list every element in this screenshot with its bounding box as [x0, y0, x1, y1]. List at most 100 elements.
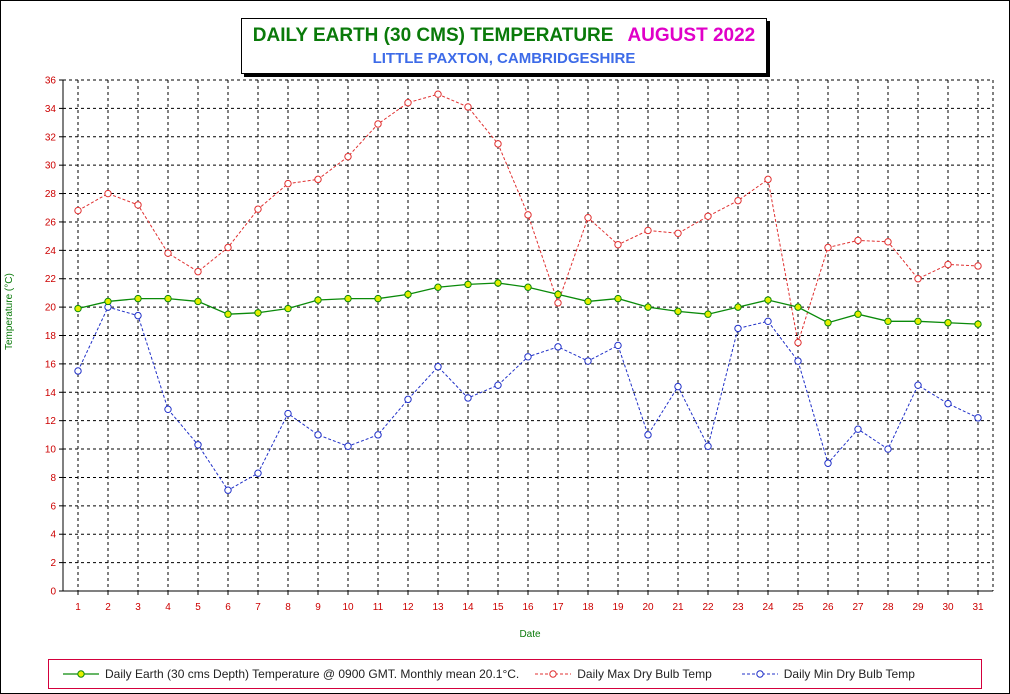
- y-tick-label: 18: [45, 331, 57, 342]
- series-lines: [74, 90, 982, 494]
- data-point-min: [344, 442, 352, 450]
- y-tick-label: 24: [45, 246, 57, 257]
- y-tick-label: 30: [45, 161, 57, 172]
- data-point-earth: [674, 307, 682, 316]
- data-point-earth: [944, 319, 952, 327]
- x-tick-label: 19: [612, 602, 624, 613]
- data-point-earth: [644, 303, 652, 311]
- data-point-min: [794, 357, 802, 365]
- x-tick-label: 11: [373, 602, 384, 613]
- data-point-earth: [254, 309, 262, 317]
- data-point-min: [914, 381, 922, 389]
- grid: [63, 79, 994, 591]
- legend-min-swatch-icon: [741, 670, 778, 678]
- data-point-max: [374, 120, 382, 128]
- data-point-min: [284, 409, 292, 418]
- data-point-max: [314, 175, 322, 184]
- x-tick-label: 31: [972, 602, 984, 613]
- data-point-earth: [134, 294, 142, 303]
- data-point-max: [434, 90, 442, 98]
- data-point-max: [494, 140, 502, 148]
- data-point-earth: [104, 297, 112, 306]
- data-point-earth: [884, 317, 892, 326]
- y-tick-label: 16: [45, 359, 57, 370]
- x-tick-label: 24: [762, 602, 774, 613]
- y-tick-label: 0: [50, 587, 56, 598]
- legend-earth-swatch-icon: [63, 670, 99, 678]
- data-point-max: [404, 99, 412, 107]
- legend-item-min: Daily Min Dry Bulb Temp: [740, 667, 915, 681]
- y-tick-label: 36: [45, 76, 57, 87]
- data-point-earth: [734, 303, 742, 311]
- data-point-min: [314, 431, 322, 439]
- data-point-min: [584, 357, 592, 365]
- data-point-earth: [74, 304, 82, 313]
- data-point-min: [254, 469, 262, 477]
- data-point-max: [224, 243, 232, 252]
- x-tick-label: 10: [342, 602, 354, 613]
- data-point-earth: [914, 317, 922, 326]
- data-point-max: [704, 212, 712, 220]
- data-point-min: [824, 459, 832, 467]
- data-point-earth: [464, 280, 472, 289]
- data-point-max: [764, 175, 772, 184]
- data-point-max: [974, 262, 982, 270]
- data-point-max: [194, 267, 202, 276]
- legend-item-max: Daily Max Dry Bulb Temp: [533, 667, 712, 681]
- x-axis-label: Date: [519, 629, 541, 640]
- data-point-min: [224, 486, 232, 494]
- chart-subtitle: LITTLE PAXTON, CAMBRIDGESHIRE: [372, 50, 636, 67]
- x-tick-label: 3: [135, 602, 141, 613]
- legend-label-max: Daily Max Dry Bulb Temp: [577, 667, 712, 681]
- data-point-min: [434, 363, 442, 371]
- data-point-max: [914, 275, 922, 283]
- x-tick-label: 12: [402, 602, 414, 613]
- data-point-earth: [824, 319, 832, 327]
- data-point-max: [644, 226, 652, 235]
- data-point-max: [344, 152, 352, 161]
- data-point-earth: [194, 297, 202, 306]
- y-tick-label: 26: [45, 217, 57, 228]
- x-tick-label: 21: [672, 602, 684, 613]
- data-point-max: [854, 236, 862, 245]
- data-point-earth: [554, 290, 562, 299]
- data-point-min: [734, 324, 742, 333]
- data-point-min: [944, 399, 952, 408]
- legend: Daily Earth (30 cms Depth) Temperature @…: [48, 659, 982, 689]
- y-axis-label: Temperature (°C): [4, 273, 20, 350]
- x-tick-label: 23: [732, 602, 744, 613]
- data-point-earth: [614, 294, 622, 303]
- data-point-earth: [224, 310, 232, 318]
- data-point-min: [134, 311, 142, 320]
- y-tick-label: 34: [45, 104, 57, 115]
- data-point-earth: [314, 296, 322, 304]
- data-point-min: [674, 382, 682, 391]
- y-tick-label: 22: [45, 274, 57, 285]
- x-tick-label: 7: [255, 602, 261, 613]
- x-tick-label: 26: [822, 602, 834, 613]
- data-point-max: [284, 179, 292, 188]
- data-point-earth: [524, 283, 532, 291]
- data-point-max: [734, 196, 742, 205]
- x-tick-label: 28: [882, 602, 894, 613]
- data-point-max: [614, 240, 622, 249]
- data-point-min: [974, 414, 982, 422]
- data-point-earth: [344, 294, 352, 303]
- y-tick-label: 32: [45, 132, 57, 143]
- data-point-earth: [494, 279, 502, 287]
- y-tick-label: 28: [45, 189, 57, 200]
- data-point-earth: [794, 303, 802, 311]
- data-point-min: [74, 367, 82, 375]
- data-point-min: [464, 394, 472, 402]
- x-tick-label: 25: [792, 602, 804, 613]
- data-point-max: [554, 299, 562, 307]
- x-tick-label: 20: [642, 602, 654, 613]
- x-tick-label: 5: [195, 602, 201, 613]
- data-point-earth: [854, 310, 862, 318]
- data-point-earth: [284, 304, 292, 313]
- data-point-max: [884, 238, 892, 246]
- title-box: DAILY EARTH (30 CMS) TEMPERATURE AUGUST 2…: [241, 18, 767, 74]
- data-point-min: [614, 341, 622, 350]
